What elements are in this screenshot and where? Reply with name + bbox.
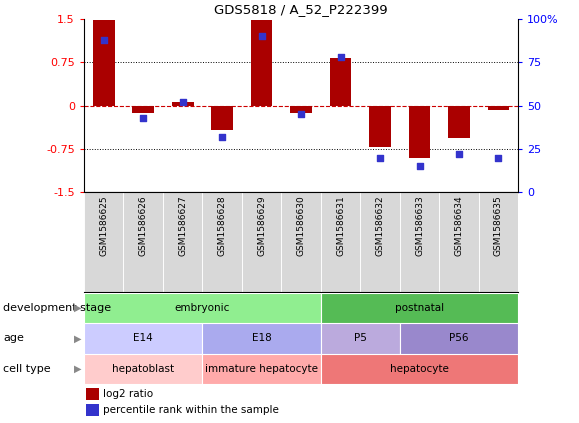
Text: GSM1586634: GSM1586634 — [455, 195, 463, 256]
Bar — [84, 354, 203, 384]
Text: GSM1586625: GSM1586625 — [99, 195, 108, 256]
Text: E18: E18 — [252, 333, 272, 343]
Title: GDS5818 / A_52_P222399: GDS5818 / A_52_P222399 — [214, 3, 388, 16]
Point — [257, 33, 266, 40]
Text: ▶: ▶ — [74, 364, 81, 374]
Bar — [400, 192, 439, 292]
Bar — [400, 323, 518, 354]
Bar — [321, 192, 360, 292]
Point — [415, 163, 424, 170]
Text: P5: P5 — [354, 333, 367, 343]
Text: percentile rank within the sample: percentile rank within the sample — [104, 405, 280, 415]
Text: immature hepatocyte: immature hepatocyte — [205, 364, 318, 374]
Bar — [439, 192, 479, 292]
Text: E14: E14 — [133, 333, 153, 343]
Text: hepatocyte: hepatocyte — [390, 364, 449, 374]
Text: hepatoblast: hepatoblast — [112, 364, 174, 374]
Text: cell type: cell type — [3, 364, 50, 374]
Bar — [86, 388, 99, 400]
Bar — [409, 106, 430, 158]
Bar — [321, 293, 518, 323]
Bar — [163, 192, 203, 292]
Bar — [93, 20, 115, 106]
Bar — [281, 192, 321, 292]
Bar — [84, 323, 203, 354]
Text: P56: P56 — [449, 333, 469, 343]
Text: GSM1586629: GSM1586629 — [257, 195, 266, 256]
Bar — [321, 354, 518, 384]
Text: GSM1586633: GSM1586633 — [415, 195, 424, 256]
Point — [375, 154, 384, 161]
Point — [455, 151, 464, 158]
Bar — [321, 323, 400, 354]
Bar — [84, 293, 321, 323]
Bar — [488, 106, 510, 110]
Bar — [448, 106, 470, 137]
Text: log2 ratio: log2 ratio — [104, 389, 153, 399]
Bar — [369, 106, 391, 147]
Text: GSM1586632: GSM1586632 — [376, 195, 384, 256]
Text: GSM1586628: GSM1586628 — [218, 195, 226, 256]
Point — [178, 99, 187, 106]
Bar — [203, 323, 321, 354]
Bar — [203, 192, 242, 292]
Text: GSM1586626: GSM1586626 — [139, 195, 148, 256]
Bar — [86, 404, 99, 415]
Point — [336, 54, 345, 60]
Text: postnatal: postnatal — [395, 303, 444, 313]
Bar — [123, 192, 163, 292]
Bar — [329, 58, 351, 106]
Point — [138, 115, 148, 121]
Text: embryonic: embryonic — [175, 303, 230, 313]
Bar — [203, 354, 321, 384]
Text: age: age — [3, 333, 24, 343]
Bar — [211, 106, 233, 130]
Bar — [242, 192, 281, 292]
Text: GSM1586631: GSM1586631 — [336, 195, 345, 256]
Bar — [360, 192, 400, 292]
Bar — [133, 106, 154, 113]
Bar — [84, 192, 123, 292]
Bar — [479, 192, 518, 292]
Text: ▶: ▶ — [74, 303, 81, 313]
Point — [296, 111, 306, 118]
Text: GSM1586635: GSM1586635 — [494, 195, 503, 256]
Text: GSM1586630: GSM1586630 — [296, 195, 306, 256]
Text: development stage: development stage — [3, 303, 111, 313]
Point — [99, 36, 108, 43]
Text: ▶: ▶ — [74, 333, 81, 343]
Point — [494, 154, 503, 161]
Point — [218, 134, 227, 140]
Bar — [251, 20, 273, 106]
Bar — [290, 106, 312, 113]
Text: GSM1586627: GSM1586627 — [178, 195, 187, 256]
Bar — [172, 102, 193, 106]
